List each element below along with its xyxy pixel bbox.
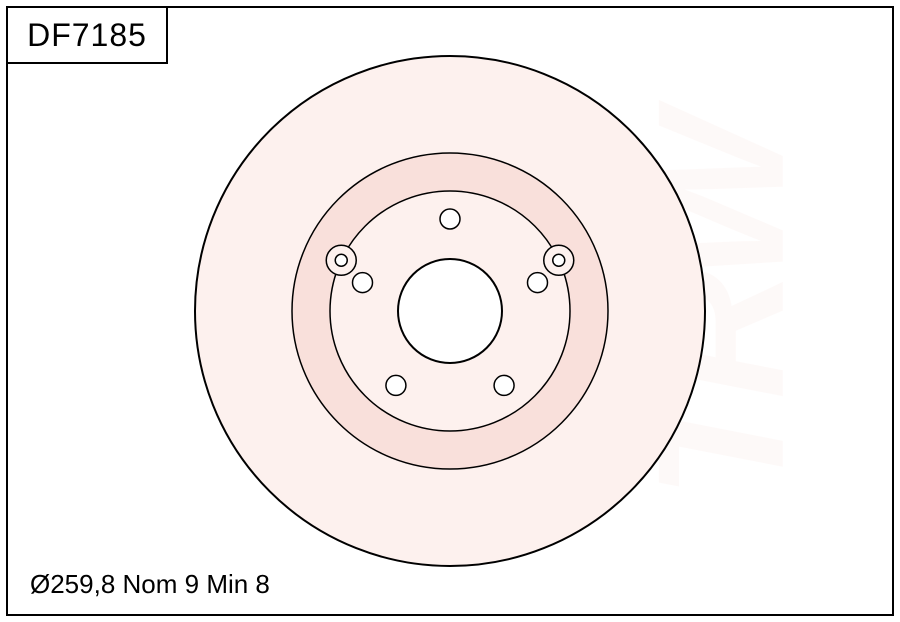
part-number-box: DF7185	[6, 6, 168, 64]
part-number-label: DF7185	[27, 17, 147, 54]
dimension-spec: Ø259,8 Nom 9 Min 8	[30, 569, 270, 600]
brake-disc-diagram	[170, 31, 730, 591]
